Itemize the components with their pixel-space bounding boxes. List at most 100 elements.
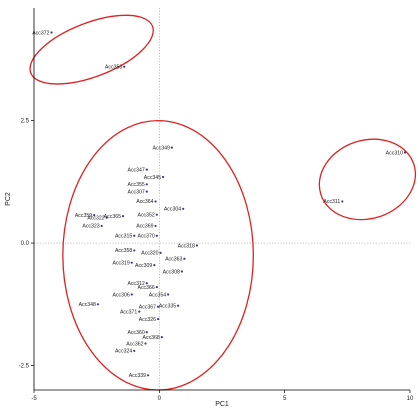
y-axis-title: PC2 <box>5 192 12 206</box>
point-acc315 <box>133 234 136 237</box>
point-acc312 <box>145 282 148 285</box>
label-acc358: Acc358 <box>115 248 132 254</box>
label-acc324: Acc324 <box>115 349 132 355</box>
label-acc353: Acc353 <box>105 65 122 71</box>
y-axis-ticks: -2.5 0.0 2.5 <box>19 119 34 370</box>
label-acc349: Acc349 <box>153 145 170 151</box>
label-acc363: Acc363 <box>165 257 182 263</box>
point-acc365 <box>121 215 125 218</box>
y-tick-label-1: 0.0 <box>21 241 30 247</box>
point-acc318 <box>195 244 199 247</box>
label-acc311: Acc311 <box>323 199 340 205</box>
data-points <box>50 31 407 377</box>
x-tick-label-2: 5 <box>283 396 287 402</box>
point-acc335 <box>177 304 180 307</box>
label-acc370: Acc370 <box>138 234 155 240</box>
point-acc363 <box>183 257 186 260</box>
label-acc320: Acc320 <box>141 251 158 257</box>
label-acc367: Acc367 <box>139 305 156 311</box>
label-acc345: Acc345 <box>144 175 161 181</box>
label-acc326: Acc326 <box>139 317 156 323</box>
point-acc304 <box>182 207 185 210</box>
label-acc339: Acc339 <box>129 373 146 379</box>
label-acc348: Acc348 <box>79 302 96 308</box>
label-acc352: Acc352 <box>138 212 155 218</box>
label-acc369: Acc369 <box>136 224 153 230</box>
label-acc372: Acc372 <box>32 30 49 36</box>
point-acc353 <box>123 65 126 68</box>
x-tick-label-3: 10 <box>407 396 414 402</box>
point-acc367 <box>156 305 160 308</box>
label-acc315: Acc315 <box>115 234 132 240</box>
point-acc370 <box>155 234 158 237</box>
x-axis-title: PC1 <box>215 401 229 408</box>
y-tick-label-0: -2.5 <box>19 364 30 370</box>
label-acc319: Acc319 <box>112 260 129 266</box>
label-acc365: Acc365 <box>104 214 121 220</box>
label-acc310: Acc310 <box>386 150 403 156</box>
point-acc371 <box>138 310 141 313</box>
label-acc307: Acc307 <box>127 189 144 195</box>
label-acc308: Acc308 <box>163 269 180 275</box>
label-acc322: Acc322 <box>87 215 104 221</box>
label-acc312: Acc312 <box>127 281 144 287</box>
label-acc362: Acc362 <box>126 341 143 347</box>
reference-lines <box>34 8 410 390</box>
label-acc318: Acc318 <box>178 243 195 249</box>
label-acc371: Acc371 <box>120 309 137 315</box>
point-acc311 <box>341 200 344 203</box>
point-acc339 <box>146 374 150 377</box>
point-acc366 <box>155 286 158 289</box>
label-acc309: Acc309 <box>135 263 152 269</box>
point-acc320 <box>159 251 162 254</box>
point-acc360 <box>145 331 148 334</box>
point-acc323 <box>100 224 103 228</box>
point-acc358 <box>133 249 136 252</box>
label-acc347: Acc347 <box>127 167 144 173</box>
label-acc306: Acc306 <box>112 292 129 298</box>
label-acc366: Acc366 <box>138 285 155 291</box>
group-ellipse-1 <box>29 14 154 85</box>
point-acc324 <box>133 349 136 352</box>
label-acc335: Acc335 <box>159 304 176 310</box>
point-acc352 <box>155 213 158 216</box>
label-acc364: Acc364 <box>136 199 153 205</box>
label-acc368: Acc368 <box>143 335 160 341</box>
point-acc310 <box>403 151 407 154</box>
point-acc345 <box>161 175 165 179</box>
x-tick-label-0: -5 <box>31 396 37 402</box>
label-acc360: Acc360 <box>127 330 144 336</box>
x-axis-ticks: -5 0 5 10 <box>31 390 414 402</box>
label-acc359: Acc359 <box>75 213 92 219</box>
group-ellipses <box>29 14 417 391</box>
label-acc354: Acc354 <box>149 292 166 298</box>
point-acc369 <box>154 224 157 228</box>
point-acc359 <box>93 214 96 217</box>
axes: -5 0 5 10 -2.5 0.0 2.5 <box>19 8 414 402</box>
point-acc308 <box>180 270 183 273</box>
point-acc326 <box>156 317 160 321</box>
point-acc364 <box>154 200 157 203</box>
point-acc319 <box>130 261 133 264</box>
point-acc348 <box>96 303 100 306</box>
point-acc349 <box>170 146 173 149</box>
plot-area: Acc372Acc353Acc349Acc347Acc345Acc355Acc3… <box>29 8 417 391</box>
label-acc323: Acc323 <box>82 224 99 230</box>
point-acc372 <box>50 31 53 34</box>
point-acc368 <box>160 336 163 339</box>
point-acc347 <box>145 168 148 171</box>
group-ellipse-3 <box>318 138 417 221</box>
label-acc304: Acc304 <box>164 207 181 213</box>
point-acc306 <box>130 293 133 296</box>
label-acc355: Acc355 <box>127 182 144 188</box>
point-labels: Acc372Acc353Acc349Acc347Acc345Acc355Acc3… <box>32 30 403 379</box>
point-acc309 <box>153 264 156 267</box>
point-acc307 <box>145 190 148 193</box>
point-acc355 <box>145 183 148 186</box>
point-acc362 <box>144 342 147 345</box>
x-tick-label-1: 0 <box>158 396 162 402</box>
y-tick-label-2: 2.5 <box>21 119 30 125</box>
point-acc354 <box>167 293 170 296</box>
point-acc322 <box>105 216 108 219</box>
